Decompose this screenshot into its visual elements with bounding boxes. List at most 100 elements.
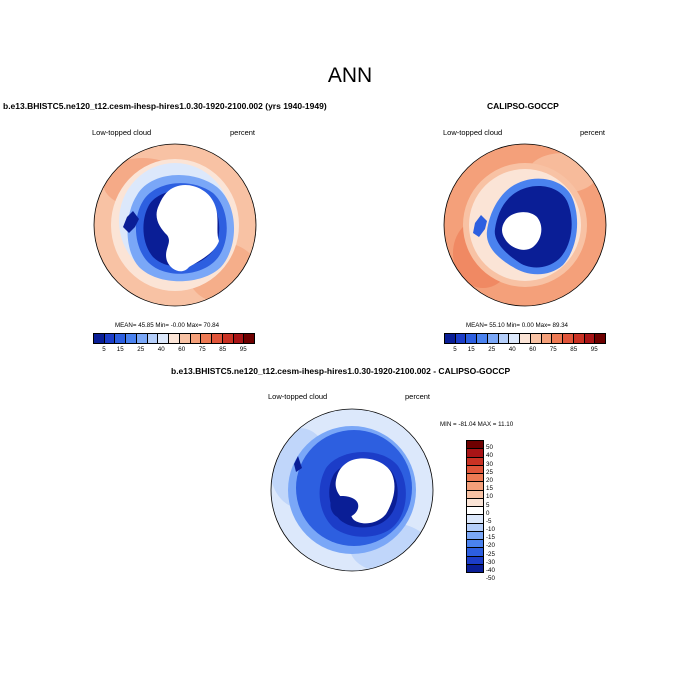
model-colorbar-swatch: [115, 334, 127, 343]
obs-units-label: percent: [580, 128, 606, 137]
diff-colorbar-tick-label: 20: [486, 476, 493, 484]
diff-colorbar-swatch: [467, 465, 483, 474]
diff-colorbar-swatches: [466, 440, 484, 573]
obs-colorbar-swatch: [445, 334, 456, 343]
model-colorbar-swatch: [94, 334, 105, 343]
model-stats: MEAN= 45.85 Min= -0.00 Max= 70.84: [115, 322, 220, 329]
obs-colorbar-tick-label: 60: [529, 346, 537, 353]
diff-colorbar-tick-label: 50: [486, 444, 493, 452]
diff-colorbar-tick-label: 25: [486, 468, 493, 476]
model-colorbar-swatch: [179, 334, 191, 343]
diff-colorbar-tick-label: 30: [486, 460, 493, 468]
obs-colorbar-tick-label: 25: [488, 346, 496, 353]
diff-colorbar-swatch: [467, 564, 483, 572]
obs-colorbar-tick-label: 40: [508, 346, 516, 353]
obs-colorbar-swatch: [573, 334, 585, 343]
model-colorbar-tick-label: 25: [137, 346, 145, 353]
model-colorbar-tick-label: 60: [178, 346, 186, 353]
model-colorbar-swatch: [158, 334, 170, 343]
obs-colorbar-tick-label: 85: [570, 346, 578, 353]
model-colorbar-tick-label: 75: [198, 346, 206, 353]
diff-colorbar-swatch: [467, 457, 483, 466]
diff-variable-label: Low-topped cloud: [268, 392, 328, 401]
model-variable-label: Low-topped cloud: [92, 128, 152, 137]
obs-colorbar-swatch: [520, 334, 531, 343]
obs-panel-title: CALIPSO-GOCCP: [487, 101, 559, 111]
diff-colorbar-swatch: [467, 515, 483, 524]
obs-colorbar-swatch: [498, 334, 510, 343]
model-panel-title: b.e13.BHISTC5.ne120_t12.cesm-ihesp-hires…: [3, 101, 327, 111]
obs-colorbar-swatch: [552, 334, 564, 343]
obs-colorbar-swatch: [487, 334, 499, 343]
diff-colorbar-swatch: [467, 507, 483, 516]
diff-colorbar-swatch: [467, 490, 483, 499]
diff-colorbar-tick-label: 0: [486, 509, 490, 517]
model-colorbar: 5 15 25 40 60 75 85 95: [93, 333, 255, 353]
model-colorbar-swatch: [126, 334, 137, 343]
diff-colorbar-swatch: [467, 474, 483, 483]
model-colorbar-swatch: [233, 334, 245, 343]
obs-stats: MEAN= 55.10 Min= 0.00 Max= 89.34: [466, 322, 568, 329]
model-colorbar-tick-label: 95: [239, 346, 247, 353]
obs-colorbar-swatch: [477, 334, 488, 343]
obs-colorbar-tick-label: 95: [590, 346, 598, 353]
model-colorbar-swatch: [136, 334, 148, 343]
diff-colorbar: [466, 440, 484, 573]
model-colorbar-tick-label: 5: [102, 346, 106, 353]
diff-colorbar-tick-label: 15: [486, 485, 493, 493]
diff-colorbar-tick-label: -5: [486, 517, 492, 525]
obs-variable-label: Low-topped cloud: [443, 128, 503, 137]
diff-colorbar-tick-label: -15: [486, 534, 495, 542]
diff-colorbar-tick-label: 40: [486, 452, 493, 460]
obs-colorbar-swatch: [455, 334, 467, 343]
obs-colorbar-ticks: 5 15 25 40 60 75 85 95: [449, 346, 606, 353]
obs-colorbar-swatch: [563, 334, 574, 343]
model-colorbar-swatch: [212, 334, 223, 343]
diff-colorbar-tick-label: 10: [486, 493, 493, 501]
obs-colorbar-swatch: [584, 334, 596, 343]
obs-colorbar-swatch: [541, 334, 553, 343]
obs-polar-map: [443, 143, 607, 307]
model-colorbar-swatch: [147, 334, 159, 343]
diff-colorbar-tick-label: -25: [486, 550, 495, 558]
model-colorbar-tick-label: 40: [157, 346, 165, 353]
diff-colorbar-tick-label: -50: [486, 575, 495, 583]
diff-colorbar-swatch: [467, 441, 483, 450]
diff-colorbar-swatch: [467, 548, 483, 557]
diff-colorbar-tick-label: -30: [486, 558, 495, 566]
model-colorbar-swatches: [93, 333, 255, 344]
diff-colorbar-swatch: [467, 556, 483, 565]
obs-colorbar-tick-label: 5: [453, 346, 457, 353]
obs-colorbar-swatches: [444, 333, 606, 344]
diff-colorbar-ticks: 50 40 30 25 20 15 10 5 0 -5 -10 -15 -20 -25 -30 -40 -50: [486, 440, 516, 582]
model-colorbar-swatch: [244, 334, 255, 343]
diff-colorbar-tick-label: -40: [486, 567, 495, 574]
obs-colorbar: 5 15 25 40 60 75 85 95: [444, 333, 606, 353]
diff-colorbar-swatch: [467, 498, 483, 507]
model-units-label: percent: [230, 128, 256, 137]
obs-colorbar-tick-label: 15: [467, 346, 475, 353]
diff-colorbar-swatch: [467, 531, 483, 540]
diff-colorbar-swatch: [467, 540, 483, 549]
model-colorbar-swatch: [201, 334, 213, 343]
model-colorbar-ticks: 5 15 25 40 60 75 85 95: [98, 346, 255, 353]
model-colorbar-swatch: [190, 334, 202, 343]
obs-colorbar-swatch: [466, 334, 478, 343]
main-title: ANN: [327, 64, 373, 87]
model-colorbar-swatch: [222, 334, 234, 343]
obs-colorbar-swatch: [595, 334, 606, 343]
model-colorbar-swatch: [169, 334, 180, 343]
diff-panel-title: b.e13.BHISTC5.ne120_t12.cesm-ihesp-hires…: [171, 366, 511, 376]
obs-colorbar-swatch: [509, 334, 521, 343]
diff-colorbar-tick-label: -10: [486, 526, 495, 534]
diff-stats: MIN = -81.04 MAX = 11.10: [440, 421, 514, 428]
model-colorbar-swatch: [104, 334, 116, 343]
diff-colorbar-swatch: [467, 523, 483, 532]
diff-colorbar-tick-label: -20: [486, 542, 495, 550]
obs-colorbar-swatch: [530, 334, 542, 343]
diff-colorbar-swatch: [467, 449, 483, 458]
model-colorbar-tick-label: 85: [219, 346, 227, 353]
model-polar-map: [93, 143, 257, 307]
obs-colorbar-tick-label: 75: [549, 346, 557, 353]
diff-polar-map: [270, 408, 434, 572]
